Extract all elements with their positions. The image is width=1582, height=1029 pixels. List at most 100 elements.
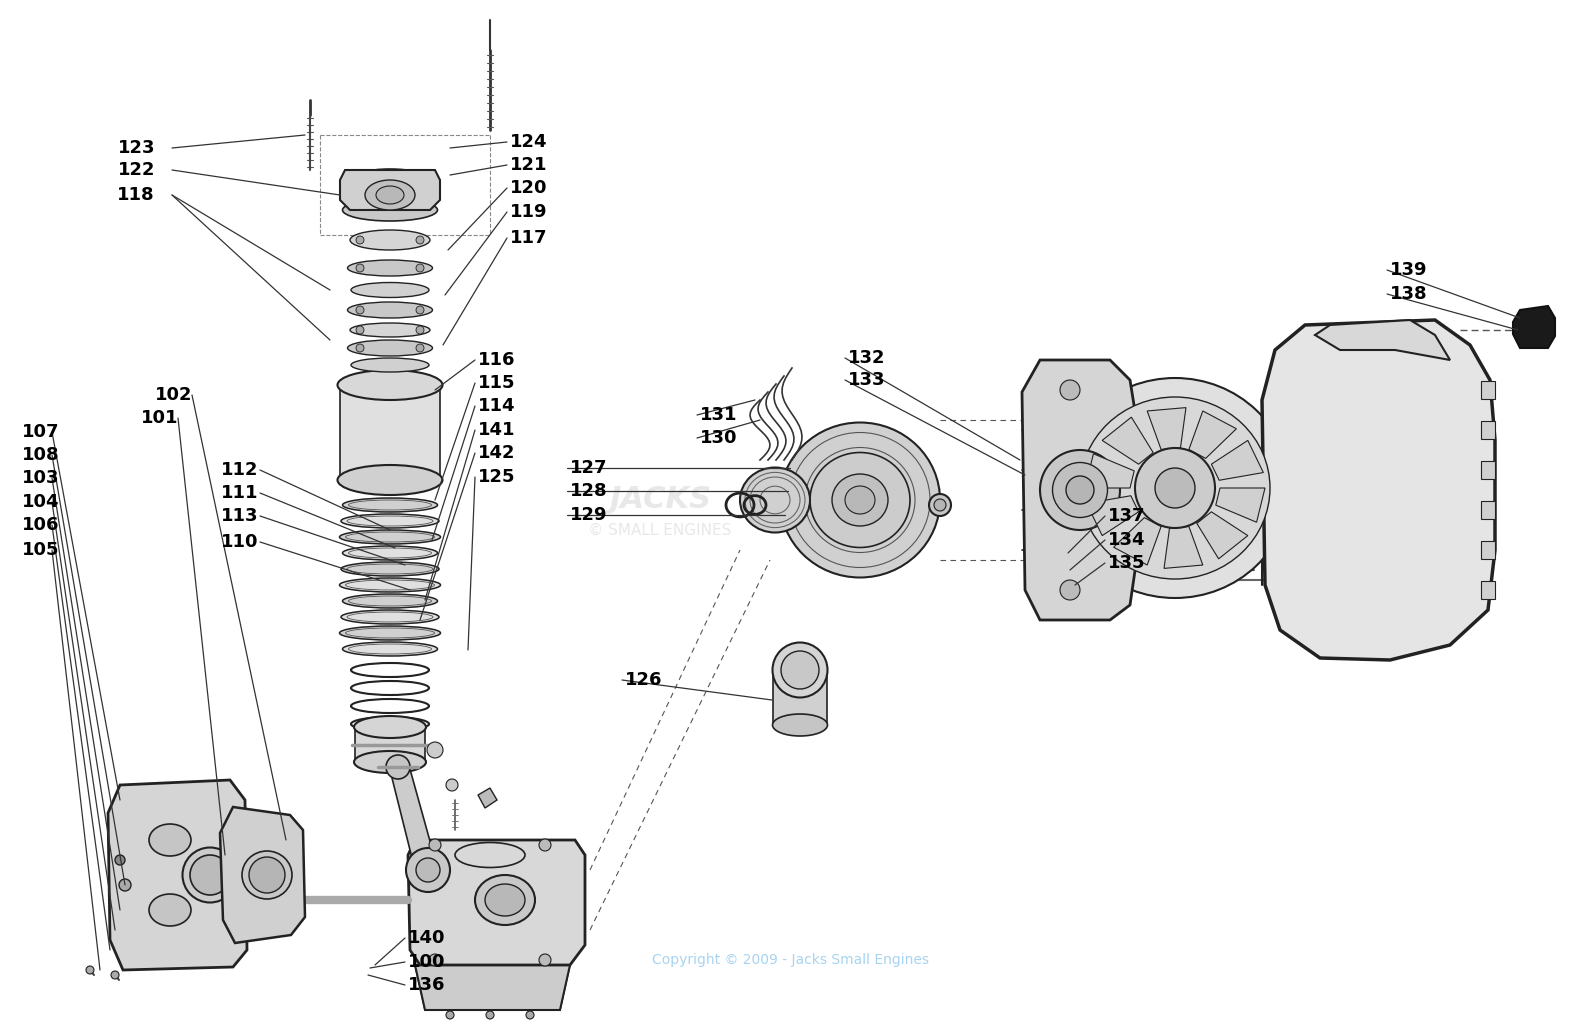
- Text: 131: 131: [699, 406, 737, 424]
- Polygon shape: [1085, 454, 1134, 488]
- Circle shape: [446, 779, 459, 791]
- Polygon shape: [1315, 320, 1451, 360]
- Text: 105: 105: [22, 541, 60, 559]
- Circle shape: [416, 858, 440, 882]
- Ellipse shape: [337, 370, 443, 400]
- Text: 141: 141: [478, 421, 516, 439]
- Text: 101: 101: [141, 409, 179, 427]
- Circle shape: [416, 326, 424, 334]
- Ellipse shape: [377, 186, 403, 204]
- Polygon shape: [354, 728, 426, 762]
- Ellipse shape: [1052, 462, 1107, 518]
- Ellipse shape: [149, 894, 191, 926]
- Text: 116: 116: [478, 351, 516, 369]
- Text: 107: 107: [22, 423, 60, 441]
- Ellipse shape: [149, 824, 191, 856]
- Text: 123: 123: [117, 139, 155, 157]
- Circle shape: [539, 839, 551, 851]
- Text: 128: 128: [570, 482, 607, 500]
- Ellipse shape: [832, 474, 888, 526]
- Circle shape: [416, 306, 424, 314]
- Ellipse shape: [350, 323, 430, 338]
- Polygon shape: [774, 670, 827, 725]
- Polygon shape: [408, 840, 585, 965]
- Circle shape: [416, 344, 424, 352]
- Polygon shape: [340, 170, 440, 210]
- Ellipse shape: [350, 230, 430, 250]
- Polygon shape: [340, 385, 440, 480]
- Text: 120: 120: [509, 179, 547, 197]
- Bar: [1481, 541, 1495, 559]
- Polygon shape: [220, 807, 305, 943]
- Text: 137: 137: [1107, 507, 1145, 525]
- Text: 117: 117: [509, 229, 547, 247]
- Text: 130: 130: [699, 429, 737, 447]
- Text: 119: 119: [509, 203, 547, 221]
- Ellipse shape: [345, 189, 435, 211]
- Circle shape: [1155, 468, 1194, 508]
- Ellipse shape: [342, 546, 438, 560]
- Ellipse shape: [740, 467, 810, 532]
- Circle shape: [1060, 580, 1081, 600]
- Ellipse shape: [1066, 476, 1095, 504]
- Ellipse shape: [340, 578, 440, 592]
- Ellipse shape: [350, 169, 430, 191]
- Circle shape: [115, 855, 125, 865]
- Polygon shape: [1198, 511, 1248, 559]
- Polygon shape: [1087, 496, 1139, 536]
- Circle shape: [386, 755, 410, 779]
- Circle shape: [1060, 380, 1081, 400]
- Text: 135: 135: [1107, 554, 1145, 572]
- Ellipse shape: [342, 562, 438, 576]
- Text: 103: 103: [22, 469, 60, 487]
- Ellipse shape: [348, 340, 432, 356]
- Ellipse shape: [354, 716, 426, 738]
- Circle shape: [427, 742, 443, 758]
- Ellipse shape: [780, 423, 940, 577]
- Ellipse shape: [1060, 378, 1289, 598]
- Circle shape: [446, 1012, 454, 1019]
- Polygon shape: [1114, 518, 1161, 565]
- Polygon shape: [1262, 320, 1495, 660]
- Circle shape: [356, 306, 364, 314]
- Text: 115: 115: [478, 374, 516, 392]
- Text: 106: 106: [22, 516, 60, 534]
- Bar: [1481, 421, 1495, 439]
- Circle shape: [190, 855, 229, 895]
- Text: 121: 121: [509, 156, 547, 174]
- Circle shape: [356, 236, 364, 244]
- Ellipse shape: [1081, 397, 1270, 579]
- Ellipse shape: [351, 358, 429, 372]
- Ellipse shape: [337, 465, 443, 495]
- Text: 110: 110: [220, 533, 258, 551]
- Circle shape: [356, 264, 364, 272]
- Ellipse shape: [772, 714, 827, 736]
- Ellipse shape: [342, 514, 438, 528]
- Text: 139: 139: [1391, 261, 1427, 279]
- Ellipse shape: [348, 260, 432, 276]
- Text: 124: 124: [509, 133, 547, 151]
- Circle shape: [539, 954, 551, 966]
- Circle shape: [416, 264, 424, 272]
- Ellipse shape: [342, 642, 438, 657]
- Ellipse shape: [340, 626, 440, 640]
- Polygon shape: [1103, 417, 1153, 464]
- Ellipse shape: [354, 751, 426, 773]
- Circle shape: [429, 954, 441, 966]
- Ellipse shape: [348, 301, 432, 318]
- Bar: [1481, 501, 1495, 519]
- Text: 127: 127: [570, 459, 607, 477]
- Text: 133: 133: [848, 371, 886, 389]
- Circle shape: [407, 848, 449, 892]
- Text: 108: 108: [22, 446, 60, 464]
- Ellipse shape: [342, 594, 438, 608]
- Ellipse shape: [342, 199, 438, 221]
- Ellipse shape: [182, 848, 237, 902]
- Ellipse shape: [242, 851, 293, 899]
- Ellipse shape: [933, 499, 946, 511]
- Text: JACKS: JACKS: [609, 486, 710, 514]
- Text: 134: 134: [1107, 531, 1145, 549]
- Ellipse shape: [810, 453, 910, 547]
- Text: 118: 118: [117, 186, 155, 204]
- Ellipse shape: [845, 486, 875, 514]
